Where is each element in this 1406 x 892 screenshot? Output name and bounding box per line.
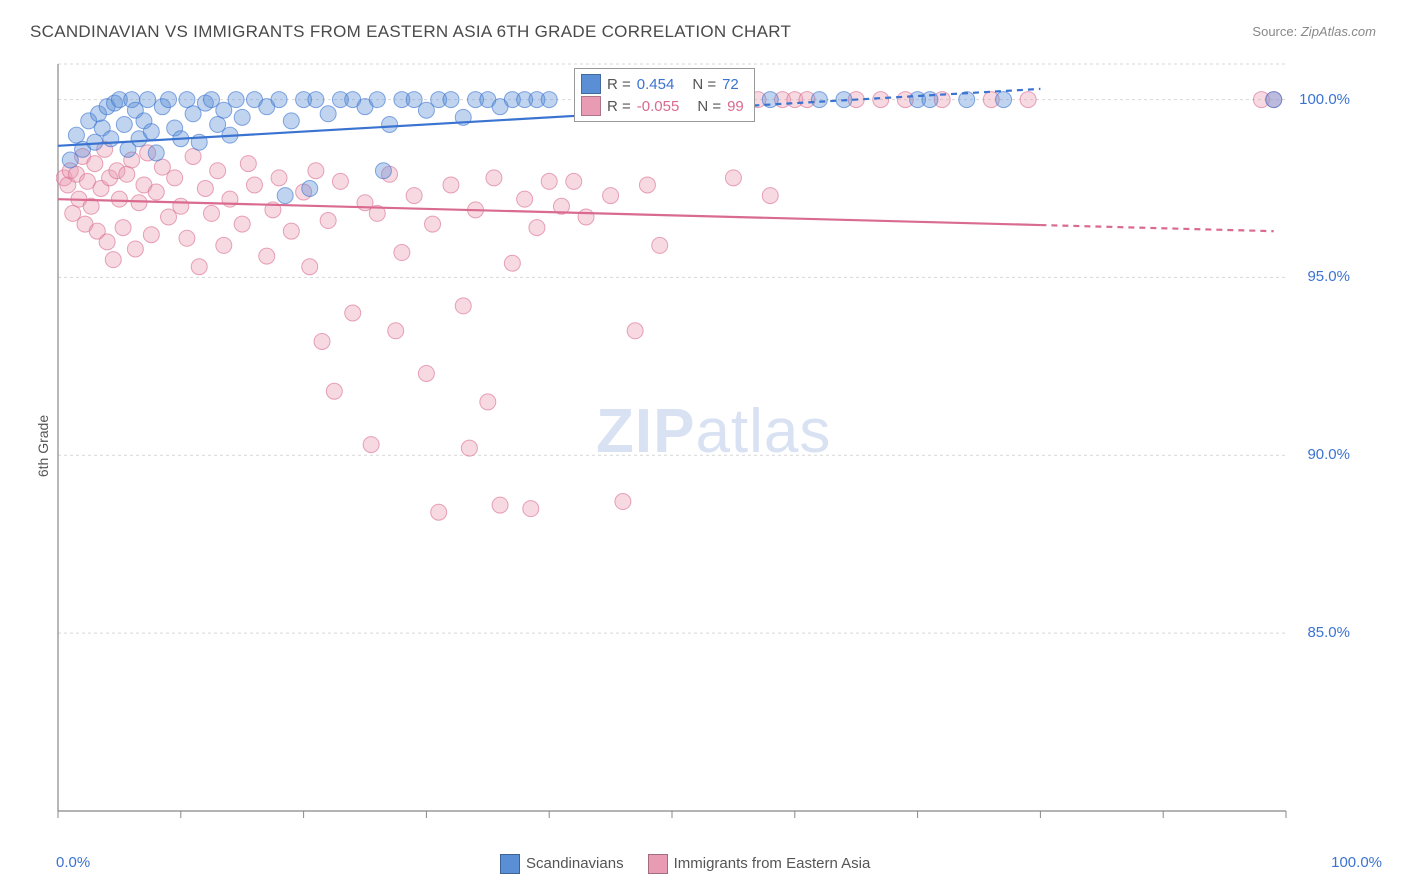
y-axis-label: 6th Grade xyxy=(35,415,51,477)
legend-label: Immigrants from Eastern Asia xyxy=(674,855,871,872)
source-label: Source: xyxy=(1252,24,1297,39)
legend-swatch-immigrants xyxy=(581,96,601,116)
x-axis-start-label: 0.0% xyxy=(56,854,90,871)
x-axis-end-label: 100.0% xyxy=(1331,854,1382,871)
n-label: N = xyxy=(692,76,716,93)
legend-item-immigrants: Immigrants from Eastern Asia xyxy=(648,854,871,874)
r-value-immigrants: -0.055 xyxy=(637,98,680,115)
legend-row-immigrants: R = -0.055 N = 99 xyxy=(581,95,744,117)
r-value-scandinavians: 0.454 xyxy=(637,76,675,93)
plot-area: ZIPatlas R = 0.454 N = 72 R = -0.055 N =… xyxy=(56,56,1346,831)
n-label: N = xyxy=(697,98,721,115)
chart-title: SCANDINAVIAN VS IMMIGRANTS FROM EASTERN … xyxy=(30,22,791,42)
legend-swatch-scandinavians xyxy=(581,74,601,94)
legend-label: Scandinavians xyxy=(526,855,624,872)
n-value-scandinavians: 72 xyxy=(722,76,739,93)
source-value: ZipAtlas.com xyxy=(1301,24,1376,39)
chart-svg xyxy=(56,56,1346,831)
r-label: R = xyxy=(607,98,631,115)
y-tick-label: 90.0% xyxy=(1290,446,1350,463)
n-value-immigrants: 99 xyxy=(727,98,744,115)
series-legend: Scandinavians Immigrants from Eastern As… xyxy=(500,854,870,874)
y-tick-label: 95.0% xyxy=(1290,268,1350,285)
legend-swatch-icon xyxy=(648,854,668,874)
y-tick-label: 85.0% xyxy=(1290,624,1350,641)
legend-row-scandinavians: R = 0.454 N = 72 xyxy=(581,73,744,95)
y-tick-label: 100.0% xyxy=(1290,91,1350,108)
correlation-legend: R = 0.454 N = 72 R = -0.055 N = 99 xyxy=(574,68,755,122)
legend-item-scandinavians: Scandinavians xyxy=(500,854,624,874)
legend-swatch-icon xyxy=(500,854,520,874)
r-label: R = xyxy=(607,76,631,93)
source-attribution: Source: ZipAtlas.com xyxy=(1252,24,1376,39)
